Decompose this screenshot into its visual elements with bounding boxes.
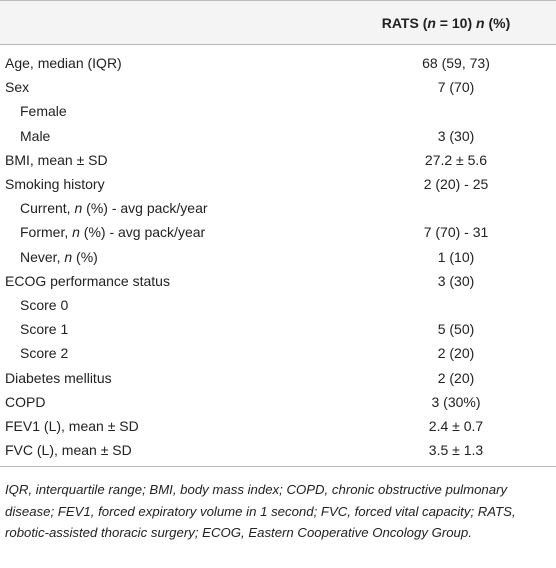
row-value: 2 (20) xyxy=(437,369,475,386)
text-segment: (%) xyxy=(484,14,511,31)
row-value: 1 (10) xyxy=(437,248,475,265)
row-value: 2.4 ± 0.7 xyxy=(428,417,484,434)
header-empty xyxy=(0,1,336,45)
table-row: Sex 7 (70) xyxy=(0,75,556,99)
row-label: Sex xyxy=(5,79,30,96)
row-label: COPD xyxy=(5,393,46,410)
table-row: Female xyxy=(0,99,556,123)
row-label: Former, n (%) - avg pack/year xyxy=(0,220,336,244)
table-row: Score 2 2 (20) xyxy=(0,341,556,365)
table-row: Never, n (%) 1 (10) xyxy=(0,245,556,269)
row-label: Score 0 xyxy=(20,296,69,313)
table-row: FEV1 (L), mean ± SD 2.4 ± 0.7 xyxy=(0,414,556,438)
table-row: Current, n (%) - avg pack/year xyxy=(0,196,556,220)
row-value: 3.5 ± 1.3 xyxy=(428,442,484,459)
table-row: Smoking history 2 (20) - 25 xyxy=(0,172,556,196)
text-segment: = 10) xyxy=(435,14,477,31)
header-row: RATS (n = 10) n (%) xyxy=(0,0,556,45)
text-segment: n xyxy=(72,224,80,241)
table-row: FVC (L), mean ± SD 3.5 ± 1.3 xyxy=(0,438,556,467)
row-label: Score 2 xyxy=(20,345,69,362)
row-value: 7 (70) - 31 xyxy=(423,224,489,241)
text-segment: (%) - avg pack/year xyxy=(79,224,206,241)
footnote: IQR, interquartile range; BMI, body mass… xyxy=(5,482,516,541)
row-value: 3 (30) xyxy=(437,272,475,289)
text-segment: Current, xyxy=(20,200,75,217)
table-row: ECOG performance status 3 (30) xyxy=(0,269,556,293)
row-label: Score 1 xyxy=(20,321,69,338)
data-table: RATS (n = 10) n (%) Age, median (IQR) 68 … xyxy=(0,0,556,468)
text-segment: n xyxy=(74,200,83,217)
row-label: Smoking history xyxy=(5,176,105,193)
table-row: BMI, mean ± SD 27.2 ± 5.6 xyxy=(0,148,556,172)
text-segment: (%) - avg pack/year xyxy=(82,200,208,217)
row-value: 68 (59, 73) xyxy=(422,55,490,72)
row-value: 2 (20) xyxy=(437,345,475,362)
row-value: 3 (30) xyxy=(437,127,475,144)
text-segment: RATS ( xyxy=(381,14,428,31)
text-segment: Former, xyxy=(20,224,73,241)
row-value: 5 (50) xyxy=(437,321,475,338)
table-row: Score 1 5 (50) xyxy=(0,317,556,341)
row-label: Current, n (%) - avg pack/year xyxy=(0,196,336,220)
page: RATS (n = 10) n (%) Age, median (IQR) 68 … xyxy=(0,0,556,541)
row-value: 7 (70) xyxy=(437,79,475,96)
row-label: Female xyxy=(20,103,67,120)
row-label: FEV1 (L), mean ± SD xyxy=(5,417,139,434)
table-row: Age, median (IQR) 68 (59, 73) xyxy=(0,45,556,76)
row-label: FVC (L), mean ± SD xyxy=(5,442,132,459)
row-value-empty xyxy=(336,293,556,317)
column-header: RATS (n = 10) n (%) xyxy=(336,1,556,45)
text-segment: n xyxy=(64,248,73,265)
text-segment: (%) xyxy=(72,248,98,265)
row-label: ECOG performance status xyxy=(5,272,170,289)
row-value: 3 (30%) xyxy=(431,393,481,410)
row-value: 2 (20) - 25 xyxy=(423,176,489,193)
table-row: Score 0 xyxy=(0,293,556,317)
table-row: Former, n (%) - avg pack/year 7 (70) - 31 xyxy=(0,220,556,244)
row-label: Diabetes mellitus xyxy=(5,369,112,386)
table-row: COPD 3 (30%) xyxy=(0,390,556,414)
row-label: BMI, mean ± SD xyxy=(5,151,108,168)
row-label: Male xyxy=(20,127,51,144)
row-value: 27.2 ± 5.6 xyxy=(424,151,488,168)
row-label: Never, n (%) xyxy=(0,245,336,269)
table-row: Male 3 (30) xyxy=(0,124,556,148)
row-label: Age, median (IQR) xyxy=(5,55,122,72)
text-segment: n xyxy=(427,14,436,31)
text-segment: Never, xyxy=(20,248,65,265)
row-value-empty xyxy=(336,196,556,220)
text-segment: n xyxy=(476,14,485,31)
table-row: Diabetes mellitus 2 (20) xyxy=(0,365,556,389)
row-value-empty xyxy=(336,99,556,123)
